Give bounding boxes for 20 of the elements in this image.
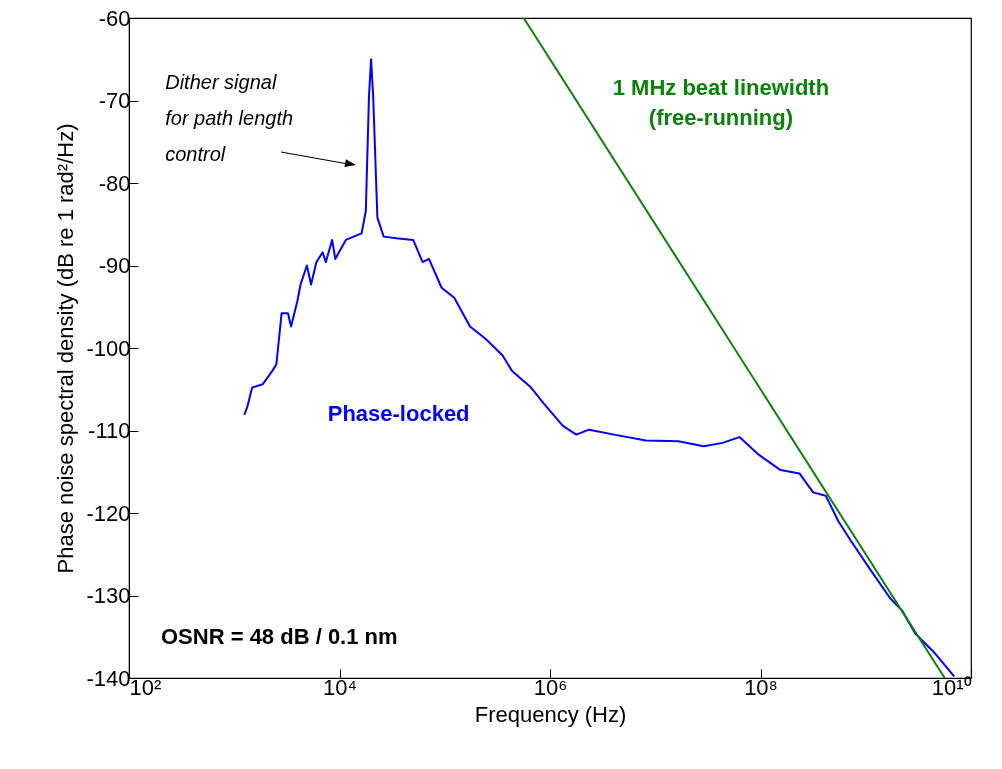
series-label: 1 MHz beat linewidth (free-running) <box>612 74 830 130</box>
y-tick-label: -90 <box>98 253 131 278</box>
y-tick-label: -110 <box>88 418 131 443</box>
annotation: Dither signal for path length control <box>165 71 294 166</box>
text: Phase-locked <box>327 401 470 426</box>
y-tick-label: -60 <box>98 5 131 31</box>
y-tick-label: -130 <box>86 583 131 608</box>
y-tick-label: -120 <box>86 500 131 526</box>
x-tick-label: 10⁴ <box>323 674 357 700</box>
y-tick-label: -70 <box>98 88 131 113</box>
x-axis-title: Frequency (Hz) <box>474 701 627 727</box>
y-axis-title: Phase noise spectral density (dB re 1 rad²/Hz) <box>53 123 79 574</box>
x-tick-label: 10⁶ <box>533 674 568 700</box>
y-tick-label: -80 <box>98 170 131 196</box>
x-tick-label: 10² <box>129 674 162 700</box>
x-tick-label: 10¹⁰ <box>931 674 972 700</box>
x-tick-label: 10⁸ <box>744 674 778 700</box>
y-tick-label: -100 <box>86 335 131 361</box>
y-tick-label: -140 <box>86 665 131 691</box>
annotation: OSNR = 48 dB / 0.1 nm <box>161 624 398 650</box>
